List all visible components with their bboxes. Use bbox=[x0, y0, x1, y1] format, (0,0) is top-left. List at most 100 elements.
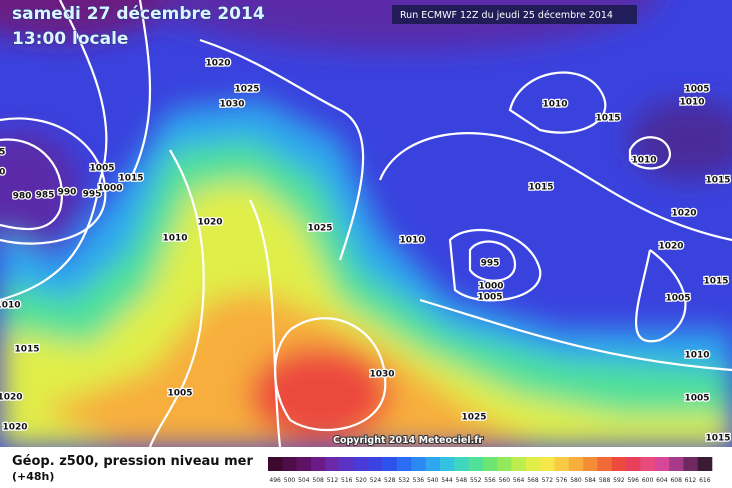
scale-label: 576 bbox=[556, 477, 568, 484]
scale-label: 548 bbox=[456, 477, 468, 484]
isobar-label: 1010 bbox=[542, 100, 567, 110]
scale-label: 564 bbox=[513, 477, 525, 484]
scale-swatch bbox=[353, 457, 369, 471]
scale-swatch bbox=[454, 457, 469, 471]
geopotential-field bbox=[0, 0, 732, 447]
isobar-label: 1010 bbox=[631, 156, 656, 166]
scale-swatch bbox=[296, 457, 312, 471]
isobar-label: 1005 bbox=[665, 294, 690, 304]
isobar-label: 1005 bbox=[167, 389, 192, 399]
scale-swatch bbox=[511, 457, 527, 471]
isobar-label: 1005 bbox=[477, 293, 502, 303]
isobar-label: 1020 bbox=[2, 423, 27, 433]
scale-label: 604 bbox=[656, 477, 668, 484]
scale-label: 608 bbox=[670, 477, 682, 484]
scale-label: 524 bbox=[370, 477, 382, 484]
scale-swatch bbox=[282, 457, 297, 471]
scale-swatch bbox=[325, 457, 340, 471]
isobar-label: 1010 bbox=[684, 351, 709, 361]
isobar-label: 1000 bbox=[478, 282, 503, 292]
isobar-label: 1020 bbox=[0, 393, 23, 403]
scale-swatch bbox=[626, 457, 641, 471]
scale-label: 540 bbox=[427, 477, 439, 484]
scale-swatch bbox=[411, 457, 426, 471]
isobar-label: 1020 bbox=[658, 242, 683, 252]
scale-swatch bbox=[368, 457, 383, 471]
scale-label: 556 bbox=[484, 477, 496, 484]
scale-swatch bbox=[697, 457, 713, 471]
scale-swatch bbox=[439, 457, 455, 471]
scale-swatch bbox=[268, 457, 283, 471]
isobar-label: 985 bbox=[0, 148, 5, 158]
scale-swatch bbox=[654, 457, 670, 471]
scale-label: 508 bbox=[312, 477, 324, 484]
scale-label: 532 bbox=[398, 477, 410, 484]
isobar-label: 1005 bbox=[684, 394, 709, 404]
isobar-label: 1010 bbox=[679, 98, 704, 108]
scale-swatch bbox=[597, 457, 613, 471]
isobar-label: 1020 bbox=[197, 218, 222, 228]
scale-swatch bbox=[382, 457, 398, 471]
run-box bbox=[392, 5, 637, 24]
isobar-label: 1015 bbox=[705, 176, 730, 186]
isobar-label: 1020 bbox=[205, 59, 230, 69]
scale-label: 600 bbox=[642, 477, 654, 484]
isobar-label: 1010 bbox=[0, 301, 21, 311]
isobar-label: 1015 bbox=[118, 174, 143, 184]
scale-label: 572 bbox=[542, 477, 554, 484]
scale-label: 588 bbox=[599, 477, 611, 484]
scale-label: 580 bbox=[570, 477, 582, 484]
scale-swatch bbox=[568, 457, 584, 471]
scale-swatch bbox=[482, 457, 498, 471]
color-scale: 496 500 504 508 512 516 520 524 528 532 536 540 544 5… bbox=[268, 457, 713, 484]
local-time: 13:00 locale bbox=[12, 29, 128, 49]
isobar-label: 995 bbox=[83, 190, 102, 200]
scale-label: 560 bbox=[499, 477, 511, 484]
isobar-label: 990 bbox=[58, 188, 77, 198]
isobar-label: 1010 bbox=[162, 234, 187, 244]
isobar-label: 1030 bbox=[219, 100, 244, 110]
scale-swatch bbox=[339, 457, 355, 471]
scale-label: 568 bbox=[527, 477, 539, 484]
scale-swatch bbox=[669, 457, 684, 471]
isobar-label: 995 bbox=[481, 259, 500, 269]
isobar-label: 1025 bbox=[461, 413, 486, 423]
scale-label: 516 bbox=[341, 477, 353, 484]
isobar-label: 1025 bbox=[307, 224, 332, 234]
scale-swatch bbox=[497, 457, 512, 471]
copyright: Copyright 2014 Meteociel.fr bbox=[333, 435, 483, 446]
scale-label: 536 bbox=[413, 477, 425, 484]
isobar-label: 980 bbox=[13, 192, 32, 202]
scale-swatch bbox=[611, 457, 627, 471]
isobar-label: 1020 bbox=[671, 209, 696, 219]
scale-swatch bbox=[554, 457, 570, 471]
isobar-label: 1030 bbox=[369, 370, 394, 380]
scale-label: 616 bbox=[699, 477, 711, 484]
scale-label: 596 bbox=[627, 477, 639, 484]
isobar-label: 1005 bbox=[684, 85, 709, 95]
isobar-label: 1010 bbox=[399, 236, 424, 246]
scale-swatch bbox=[583, 457, 598, 471]
scale-swatch bbox=[683, 457, 698, 471]
scale-label: 612 bbox=[685, 477, 697, 484]
isobar-label: 980 bbox=[0, 168, 5, 178]
scale-label: 528 bbox=[384, 477, 396, 484]
scale-swatch bbox=[525, 457, 541, 471]
isobar-lines bbox=[0, 0, 732, 447]
scale-label: 520 bbox=[355, 477, 367, 484]
scale-swatch bbox=[540, 457, 555, 471]
scale-label: 552 bbox=[470, 477, 482, 484]
isobar-label: 1000 bbox=[97, 184, 122, 194]
isobar-label: 1015 bbox=[595, 114, 620, 124]
scale-swatch bbox=[640, 457, 656, 471]
scale-label: 544 bbox=[441, 477, 453, 484]
date: samedi 27 décembre 2014 bbox=[12, 4, 265, 24]
scale-label: 504 bbox=[298, 477, 310, 484]
scale-label: 500 bbox=[284, 477, 296, 484]
scale-swatch bbox=[468, 457, 484, 471]
isobar-label: 1005 bbox=[89, 164, 114, 174]
scale-label: 512 bbox=[327, 477, 339, 484]
isobar-label: 1025 bbox=[234, 85, 259, 95]
